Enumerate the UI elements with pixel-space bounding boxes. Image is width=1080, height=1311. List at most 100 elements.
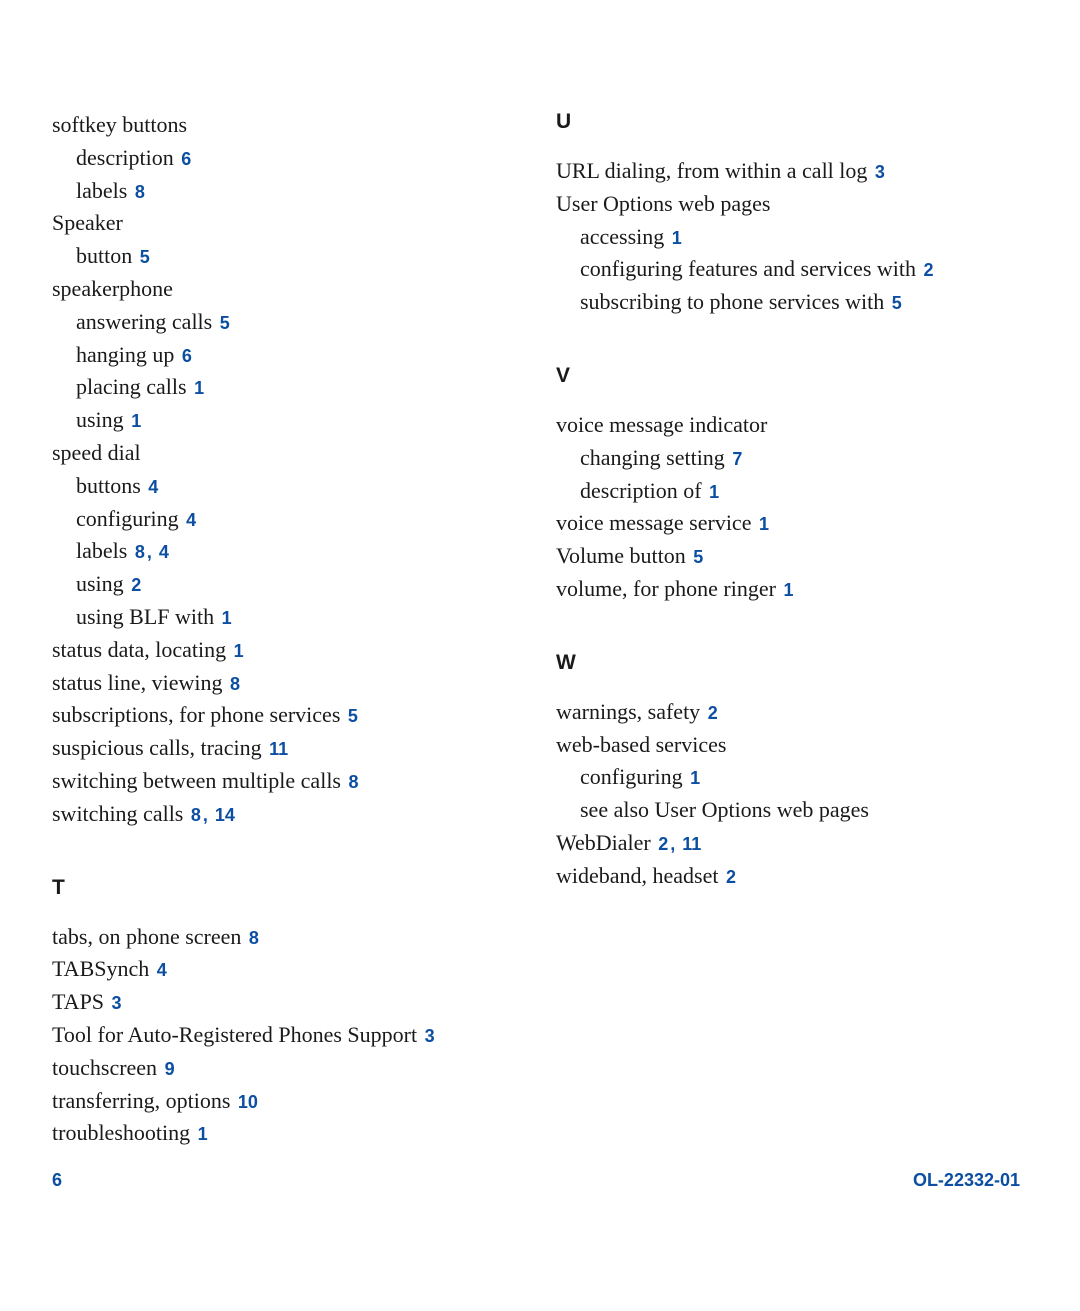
page-ref-link[interactable]: 4 (157, 960, 167, 980)
index-entry-text: tabs, on phone screen (52, 924, 241, 949)
footer-doc-id: OL-22332-01 (913, 1170, 1020, 1191)
index-entry-text: buttons (76, 473, 141, 498)
index-entry-text: speed dial (52, 440, 141, 465)
index-entry: see also User Options web pages (556, 795, 1020, 826)
page-ref-link[interactable]: 3 (875, 162, 885, 182)
page-ref-separator: , (203, 805, 213, 825)
page-ref-link[interactable]: 2 (726, 867, 736, 887)
page-ref-link[interactable]: 6 (182, 346, 192, 366)
index-entry-text: accessing (580, 224, 664, 249)
page-ref-link[interactable]: 2 (708, 703, 718, 723)
page-ref-link[interactable]: 4 (159, 542, 169, 562)
page-ref-separator: , (147, 542, 157, 562)
page-ref-link[interactable]: 1 (709, 482, 719, 502)
index-entry: status line, viewing 8 (52, 668, 516, 699)
index-entry: speed dial (52, 438, 516, 469)
index-entry-text: description (76, 145, 174, 170)
index-entry-text: placing calls (76, 374, 187, 399)
index-entry-text: URL dialing, from within a call log (556, 158, 867, 183)
index-entry-text: configuring (580, 764, 683, 789)
left-column: softkey buttons description 6 labels 8 Spea… (52, 110, 516, 1151)
index-entry-text: voice message indicator (556, 412, 767, 437)
page-ref-link[interactable]: 8 (230, 674, 240, 694)
index-entry: User Options web pages (556, 189, 1020, 220)
index-entry-text: subscribing to phone services with (580, 289, 884, 314)
index-entry: touchscreen 9 (52, 1053, 516, 1084)
index-entry: URL dialing, from within a call log 3 (556, 156, 1020, 187)
index-entry-text: wideband, headset (556, 863, 719, 888)
index-entry: speakerphone (52, 274, 516, 305)
page-ref-link[interactable]: 1 (672, 228, 682, 248)
page-ref-link[interactable]: 1 (783, 580, 793, 600)
page-ref-link[interactable]: 5 (140, 247, 150, 267)
page-ref-link[interactable]: 8 (249, 928, 259, 948)
page-ref-link[interactable]: 4 (148, 477, 158, 497)
page-ref-link[interactable]: 5 (693, 547, 703, 567)
page-ref-link[interactable]: 1 (131, 411, 141, 431)
index-entry-text: labels (76, 538, 127, 563)
page-ref-link[interactable]: 6 (181, 149, 191, 169)
index-entry: voice message indicator (556, 410, 1020, 441)
page-ref-link[interactable]: 1 (198, 1124, 208, 1144)
index-section-heading: V (556, 364, 1020, 388)
index-entry-text: voice message service (556, 510, 751, 535)
index-entry-text: transferring, options (52, 1088, 230, 1113)
index-entry: accessing 1 (556, 222, 1020, 253)
page-ref-link[interactable]: 11 (682, 834, 701, 854)
page-ref-link[interactable]: 3 (425, 1026, 435, 1046)
index-entry: troubleshooting 1 (52, 1118, 516, 1149)
index-entry: WebDialer 2, 11 (556, 828, 1020, 859)
page-ref-link[interactable]: 8 (135, 542, 145, 562)
index-entry-text: Speaker (52, 210, 123, 235)
index-entry: configuring features and services with 2 (556, 254, 1020, 285)
index-entry: description of 1 (556, 476, 1020, 507)
page-ref-link[interactable]: 1 (194, 378, 204, 398)
index-entry-text: hanging up (76, 342, 174, 367)
index-entry-text: switching calls (52, 801, 183, 826)
index-entry: configuring 1 (556, 762, 1020, 793)
page-footer: 6 OL-22332-01 (52, 1170, 1020, 1191)
index-entry: hanging up 6 (52, 340, 516, 371)
page-ref-link[interactable]: 14 (215, 805, 235, 825)
index-entry-text: labels (76, 178, 127, 203)
index-entry-text: TAPS (52, 989, 104, 1014)
page-ref-link[interactable]: 9 (165, 1059, 175, 1079)
index-entry: suspicious calls, tracing 11 (52, 733, 516, 764)
page-ref-link[interactable]: 10 (238, 1092, 258, 1112)
page-ref-link[interactable]: 8 (135, 182, 145, 202)
page-ref-link[interactable]: 1 (222, 608, 232, 628)
index-entry-text: see also User Options web pages (580, 797, 869, 822)
index-entry-text: Tool for Auto-Registered Phones Support (52, 1022, 417, 1047)
index-section-heading: U (556, 110, 1020, 134)
index-entry: labels 8, 4 (52, 536, 516, 567)
page-ref-link[interactable]: 1 (690, 768, 700, 788)
page-ref-link[interactable]: 8 (191, 805, 201, 825)
page-ref-link[interactable]: 2 (658, 834, 668, 854)
index-entry-text: User Options web pages (556, 191, 770, 216)
right-column: U URL dialing, from within a call log 3 Us… (556, 110, 1020, 1151)
index-section-heading: W (556, 651, 1020, 675)
column-container: softkey buttons description 6 labels 8 Spea… (52, 110, 1020, 1151)
page-ref-link[interactable]: 7 (732, 449, 742, 469)
index-entry-text: using BLF with (76, 604, 214, 629)
page-ref-link[interactable]: 2 (131, 575, 141, 595)
page-ref-link[interactable]: 4 (186, 510, 196, 530)
index-entry-text: troubleshooting (52, 1120, 190, 1145)
page-ref-link[interactable]: 8 (349, 772, 359, 792)
index-entry-text: using (76, 571, 124, 596)
page-ref-link[interactable]: 2 (924, 260, 934, 280)
page-ref-link[interactable]: 3 (112, 993, 122, 1013)
page-ref-link[interactable]: 1 (234, 641, 244, 661)
index-entry-text: configuring features and services with (580, 256, 916, 281)
page-ref-link[interactable]: 5 (348, 706, 358, 726)
page-ref-link[interactable]: 11 (269, 739, 288, 759)
index-entry-text: status data, locating (52, 637, 226, 662)
page-ref-link[interactable]: 5 (892, 293, 902, 313)
index-entry-text: volume, for phone ringer (556, 576, 776, 601)
index-entry-text: softkey buttons (52, 112, 187, 137)
index-entry: TAPS 3 (52, 987, 516, 1018)
page-ref-link[interactable]: 1 (759, 514, 769, 534)
page-ref-link[interactable]: 5 (220, 313, 230, 333)
index-entry: TABSynch 4 (52, 954, 516, 985)
index-entry: web-based services (556, 730, 1020, 761)
